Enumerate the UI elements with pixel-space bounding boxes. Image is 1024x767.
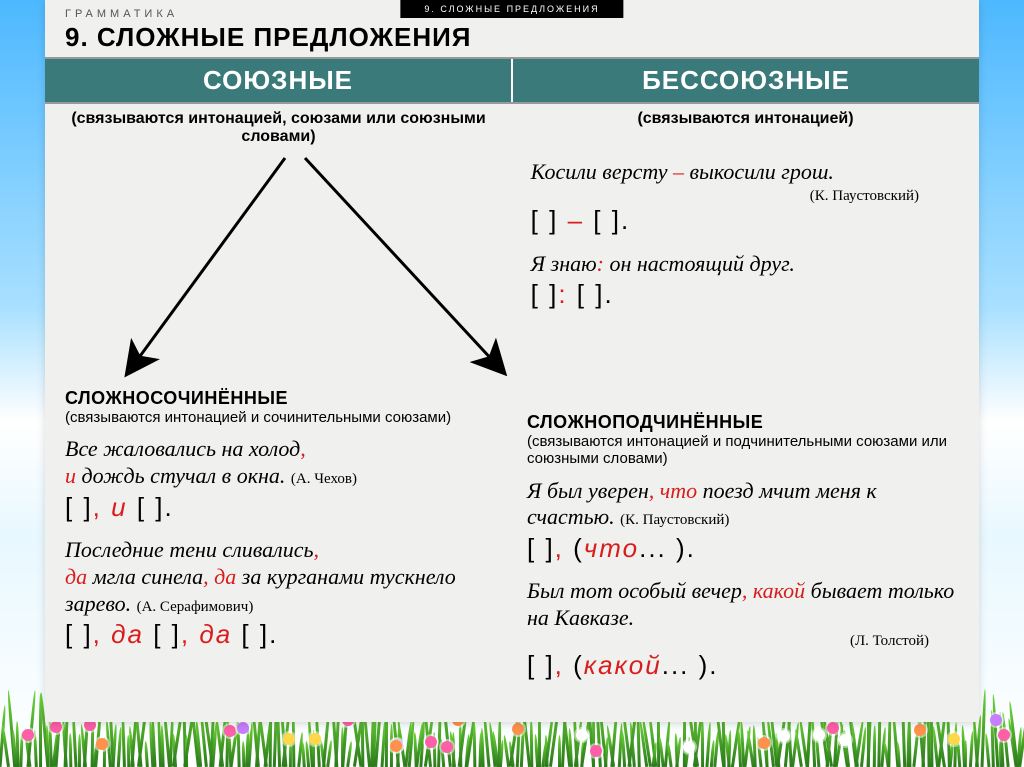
le1a: Все жаловались на холод — [65, 436, 300, 461]
sub-left: (связываются интонацией, союзами или сою… — [45, 110, 512, 146]
complex-scheme2: [ ], (какой... ). — [527, 650, 959, 681]
le2b: мгла синела — [87, 564, 203, 589]
ls1c: , — [93, 492, 102, 522]
ls1u: и — [102, 492, 137, 522]
ex1-part-a: Косили версту — [531, 159, 673, 184]
s1b: [ ]. — [584, 205, 630, 235]
rs2c: , — [555, 650, 573, 680]
compound-ex2: Последние тени сливались, да мгла синела… — [65, 537, 497, 617]
main-title: 9. СЛОЖНЫЕ ПРЕДЛОЖЕНИЯ — [65, 22, 959, 53]
ls2da1: да — [111, 619, 144, 649]
re2a: Был тот особый вечер — [527, 578, 742, 603]
split-arrows — [105, 148, 525, 388]
re1author: (К. Паустовский) — [620, 512, 729, 528]
complex-title: СЛОЖНОПОДЧИНЁННЫЕ — [527, 412, 959, 433]
le2c1: , — [314, 537, 320, 562]
black-tab: 9. СЛОЖНЫЕ ПРЕДЛОЖЕНИЯ — [400, 0, 623, 18]
example-1: Косили версту – выкосили грош. — [531, 158, 959, 186]
complex-scheme1: [ ], (что... ). — [527, 533, 959, 564]
complex-sub: (связываются интонацией и подчинительным… — [527, 433, 959, 468]
grammar-card: 9. СЛОЖНЫЕ ПРЕДЛОЖЕНИЯ ГРАММАТИКА 9. СЛО… — [45, 0, 979, 722]
rs2p2: ... ). — [662, 650, 719, 680]
compound-scheme2: [ ], да [ ], да [ ]. — [65, 619, 497, 650]
header-row: СОЮЗНЫЕ БЕССОЮЗНЫЕ — [45, 57, 979, 104]
sub-row: (связываются интонацией, союзами или сою… — [45, 104, 979, 148]
re1chto: что — [660, 478, 697, 503]
le2c2: , — [203, 564, 214, 589]
complex-ex2: Был тот особый вечер, какой бывает тольк… — [527, 578, 959, 632]
rs2a: [ ] — [527, 650, 555, 680]
rs2p1: ( — [573, 650, 584, 680]
s2b: [ ]. — [568, 279, 614, 309]
ls1b: [ ]. — [137, 492, 174, 522]
ls2c1: , — [93, 619, 111, 649]
ls2b: [ ] — [144, 619, 181, 649]
header-left: СОЮЗНЫЕ — [45, 59, 513, 102]
compound-title: СЛОЖНОСОЧИНЁННЫЕ — [65, 388, 497, 409]
ls2c2: , — [181, 619, 199, 649]
example-2: Я знаю: он настоящий друг. — [531, 250, 959, 278]
col-compound: СЛОЖНОСОЧИНЁННЫЕ (связываются интонацией… — [65, 388, 497, 695]
le1b: и — [65, 463, 76, 488]
scheme-2: [ ]: [ ]. — [531, 279, 959, 310]
le1author: (А. Чехов) — [291, 471, 357, 487]
rs1p2: ... ). — [639, 533, 696, 563]
ls2a: [ ] — [65, 619, 93, 649]
s2colon: : — [558, 279, 567, 309]
ex2b: он настоящий друг. — [604, 251, 795, 276]
ex1-dash: – — [673, 159, 684, 184]
re1c: , — [649, 478, 660, 503]
ls1a: [ ] — [65, 492, 93, 522]
s1a: [ ] — [531, 205, 568, 235]
le2author: (А. Серафимович) — [137, 599, 254, 615]
content-area: Косили версту – выкосили грош. (К. Пауст… — [45, 148, 979, 708]
complex-ex1: Я был уверен, что поезд мчит меня к счас… — [527, 478, 959, 532]
ex2colon: : — [597, 251, 604, 276]
ls2da2: да — [199, 619, 232, 649]
le1c: дождь стучал в окна. — [76, 463, 285, 488]
ex2a: Я знаю — [531, 251, 597, 276]
s1dash: – — [568, 205, 584, 235]
header-right: БЕССОЮЗНЫЕ — [513, 59, 979, 102]
re2author: (Л. Толстой) — [850, 632, 959, 650]
re2k: какой — [753, 578, 805, 603]
ex1-part-b: выкосили грош. — [684, 159, 834, 184]
ls2cc: [ ]. — [232, 619, 278, 649]
sub-right: (связываются интонацией) — [512, 110, 979, 146]
right-upper-examples: Косили версту – выкосили грош. (К. Пауст… — [531, 158, 959, 324]
compound-sub: (связываются интонацией и сочинительными… — [65, 409, 497, 426]
col-complex: СЛОЖНОПОДЧИНЁННЫЕ (связываются интонацие… — [527, 388, 959, 695]
rs2k: какой — [584, 650, 662, 680]
le1comma: , — [300, 436, 306, 461]
rs1c: , — [555, 533, 573, 563]
ex1-author: (К. Паустовский) — [531, 188, 959, 205]
re2c: , — [742, 578, 753, 603]
rs1chto: что — [584, 533, 639, 563]
compound-scheme1: [ ], и [ ]. — [65, 492, 497, 523]
s2a: [ ] — [531, 279, 559, 309]
scheme-1: [ ] – [ ]. — [531, 205, 959, 236]
le2da1: да — [65, 564, 87, 589]
rs1a: [ ] — [527, 533, 555, 563]
rs1p1: ( — [573, 533, 584, 563]
le2a: Последние тени сливались — [65, 537, 314, 562]
lower-columns: СЛОЖНОСОЧИНЁННЫЕ (связываются интонацией… — [65, 388, 959, 695]
le2da2: да — [214, 564, 236, 589]
re1a: Я был уверен — [527, 478, 649, 503]
compound-ex1: Все жаловались на холод, и дождь стучал … — [65, 436, 497, 490]
card-top: 9. СЛОЖНЫЕ ПРЕДЛОЖЕНИЯ ГРАММАТИКА 9. СЛО… — [45, 0, 979, 57]
